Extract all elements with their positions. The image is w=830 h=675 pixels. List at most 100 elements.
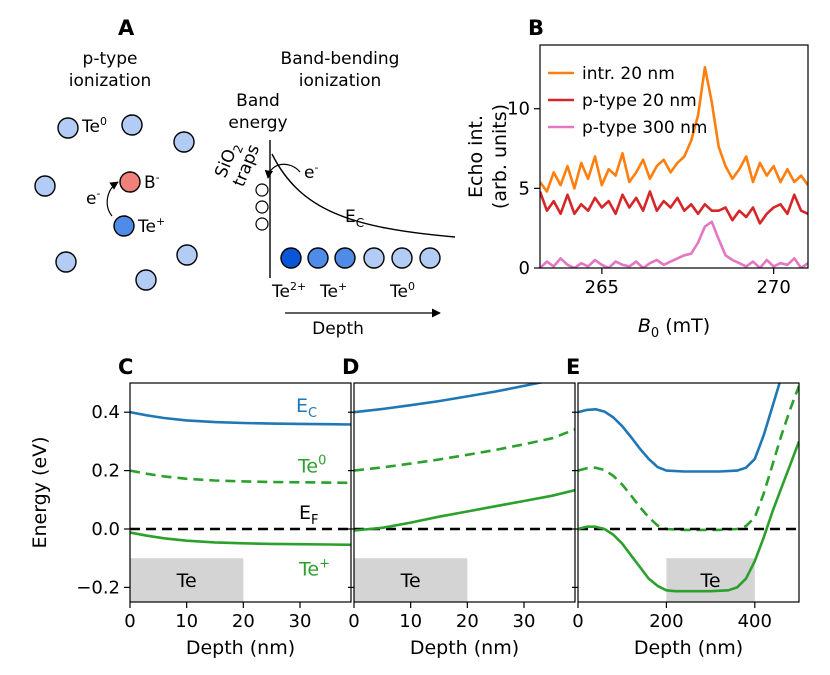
te0-curve-label: Te0 (297, 453, 326, 477)
te-layer-label: Te (176, 570, 197, 592)
axes-frame (577, 382, 800, 603)
electron-transfer-arrow (106, 181, 119, 217)
te-layer-region (354, 558, 468, 602)
te-layer-region (130, 558, 244, 602)
trap-state (255, 200, 269, 214)
x-tick-label: 10 (399, 611, 422, 632)
axes-frame (539, 44, 809, 269)
te0-label: Te0 (81, 115, 107, 137)
boron-acceptor (119, 171, 141, 193)
te-layer-region (666, 558, 755, 602)
te0-atom (176, 244, 198, 266)
ec-curve-label: EC (296, 395, 317, 421)
y-tick-label: 10 (507, 99, 530, 120)
band-energy-label-line2: energy (228, 113, 287, 133)
series-line-te0 (130, 469, 351, 485)
te0-atom (34, 175, 56, 197)
y-axis-label-line1: Echo int. (465, 115, 487, 198)
te0-atom (419, 247, 441, 269)
y-tick-label: 0 (519, 258, 530, 279)
te0-atom (173, 131, 195, 153)
te-plus-atom (113, 215, 135, 237)
panel-a: A p-type ionization Te0 B- Te+ e- Band-b… (34, 16, 456, 339)
ef-line-label: EF (299, 502, 319, 528)
te-plus-atom (307, 247, 329, 269)
te0-atom (135, 269, 157, 291)
panel-e-title: E (566, 355, 580, 379)
electron-label: e- (86, 187, 100, 209)
series-line-e-c (354, 383, 545, 414)
x-tick-label: 0 (124, 611, 135, 632)
te0-atom (57, 117, 79, 139)
bb-title-line2: ionization (299, 71, 382, 91)
x-tick-label: 400 (738, 611, 772, 632)
ptype-title-line1: p-type (83, 49, 138, 69)
b-minus-label: B- (144, 171, 160, 193)
panel-c-title: C (118, 355, 133, 379)
ec-band-curve (271, 153, 456, 238)
depth-label: Depth (312, 319, 364, 339)
y-tick-label: 0.4 (91, 402, 120, 423)
te-layer-label: Te (400, 570, 421, 592)
x-tick-label: 20 (456, 611, 479, 632)
sio2-traps-label: SiO2 traps (211, 142, 264, 190)
x-tick-label: 10 (175, 611, 198, 632)
te2plus-label: Te2+ (271, 280, 306, 302)
x-tick-label: 30 (289, 611, 312, 632)
panel-a-title: A (118, 16, 135, 40)
series-line-te- (354, 488, 575, 532)
ptype-title-line2: ionization (69, 71, 152, 91)
series-line-e-c (130, 410, 351, 426)
panel-b-title: B (528, 16, 544, 40)
axes-frame (353, 382, 576, 603)
te0-atom (391, 247, 413, 269)
x-tick-label: 30 (513, 611, 536, 632)
ec-label: EC (345, 207, 364, 230)
te-plus-atom (334, 247, 356, 269)
te0-atom (363, 247, 385, 269)
axes-frame (129, 382, 352, 603)
panel-d-title: D (342, 355, 359, 379)
x-tick-label: 200 (649, 611, 683, 632)
chart-d: Te 0 10 20 30 Depth (nm) (348, 382, 576, 659)
te0-label-2: Te0 (389, 280, 415, 302)
bb-title-line1: Band-bending (281, 49, 400, 69)
series-line-te- (130, 531, 351, 547)
legend-entry: intr. 20 nm (582, 64, 675, 84)
te-plus-label-2: Te+ (319, 280, 347, 302)
y-axis-label: Energy (eV) (29, 436, 51, 548)
te2plus-atom (280, 247, 302, 269)
x-axis-label: Depth (nm) (410, 637, 519, 659)
te-plus-label: Te+ (137, 215, 165, 237)
series-line-e-c (578, 383, 781, 473)
x-axis-label: Depth (nm) (634, 637, 743, 659)
series-line-te0 (354, 428, 575, 472)
series-line-intr-20-nm (540, 66, 808, 193)
legend-entry: p-type 20 nm (582, 91, 697, 111)
x-tick-label: 265 (585, 277, 619, 298)
te0-atom (55, 251, 77, 273)
y-axis-label: Echo int. (arb. units) (465, 104, 511, 209)
te-plus-curve-label: Te+ (298, 557, 330, 581)
x-axis-label: Depth (nm) (186, 637, 295, 659)
x-tick-label: 270 (756, 277, 790, 298)
x-tick-label: 0 (348, 611, 359, 632)
x-tick-label: 0 (572, 611, 583, 632)
series-line-p-type-20-nm (540, 190, 808, 225)
electron-label-2: e- (304, 161, 318, 183)
x-axis-label: B0 (mT) (638, 315, 710, 341)
y-tick-label: 5 (519, 178, 530, 199)
legend-entry: p-type 300 nm (582, 118, 708, 138)
series-line-p-type-300-nm (540, 220, 808, 268)
y-tick-label: 0.0 (91, 519, 120, 540)
series-line-te- (578, 440, 799, 593)
chart-e: Te 0 200 400 Depth (nm) (572, 382, 800, 659)
series-line-te0 (578, 385, 799, 532)
trap-state (255, 183, 269, 197)
te-layer-label: Te (700, 570, 721, 592)
band-energy-label-line1: Band (236, 91, 280, 111)
x-tick-label: 20 (232, 611, 255, 632)
y-axis-label-line2: (arb. units) (489, 104, 511, 209)
te0-atom (121, 114, 143, 136)
